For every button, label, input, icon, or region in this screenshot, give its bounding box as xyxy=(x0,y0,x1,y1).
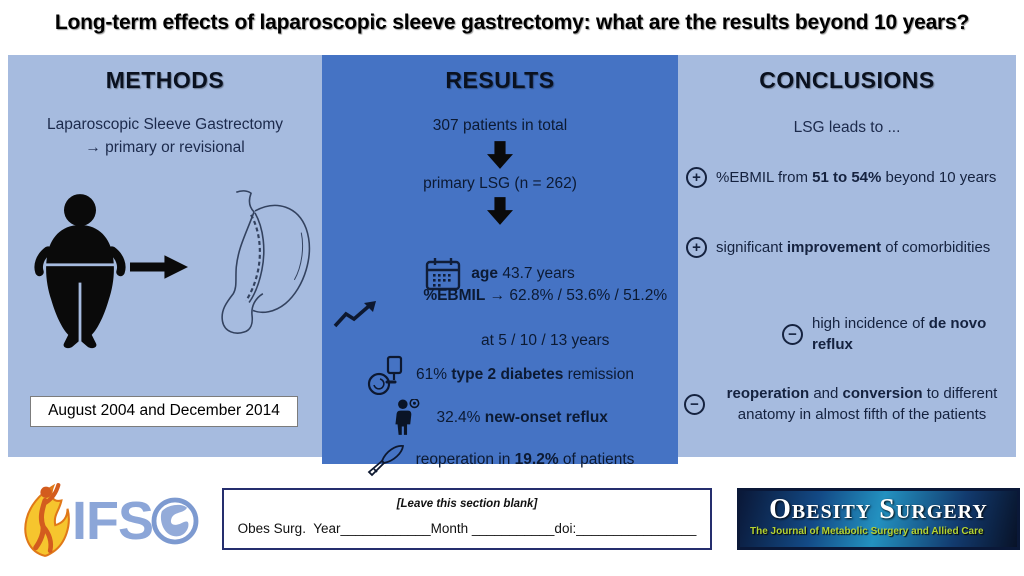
conclusion-reflux: − high incidence of de novo reflux xyxy=(782,313,1014,355)
down-arrow-icon xyxy=(322,197,678,225)
glucometer-icon xyxy=(366,319,406,431)
diabetes-row: 61% type 2 diabetes remission xyxy=(322,319,678,431)
methods-heading: METHODS xyxy=(105,67,225,93)
blank-section-note: [Leave this section blank] xyxy=(396,498,538,510)
conclusions-column: CONCLUSIONS LSG leads to ... + %EBMIL fr… xyxy=(678,55,1016,457)
sleeve-gastrectomy-diagram xyxy=(190,185,318,357)
citation-box: [Leave this section blank] Obes Surg. Ye… xyxy=(222,488,712,550)
conclusion-ebmil-text: %EBMIL from 51 to 54% beyond 10 years xyxy=(716,169,997,186)
globe-o-icon xyxy=(151,497,199,545)
diabetes-text: 61% type 2 diabetes remission xyxy=(416,366,634,383)
methods-subtitle: Laparoscopic Sleeve Gastrectomy → primar… xyxy=(8,113,322,160)
ebmil-row: %EBMIL → 62.8% / 53.6% / 51.2% at 5 / 10… xyxy=(322,263,678,375)
journal-title: Obesity Surgery xyxy=(769,494,988,525)
obese-person-icon xyxy=(32,193,128,353)
results-heading: RESULTS xyxy=(445,67,555,93)
conclusion-reflux-text: high incidence of de novo reflux xyxy=(812,315,991,353)
citation-line: Obes Surg. Year____________Month _______… xyxy=(237,521,697,536)
conclusion-reoperation-text: reoperation and conversion to different … xyxy=(726,385,1002,423)
right-arrow-icon xyxy=(130,253,188,281)
methods-line1: Laparoscopic Sleeve Gastrectomy xyxy=(46,116,284,133)
methods-line2: → primary or revisional xyxy=(85,139,245,157)
down-arrow-icon xyxy=(322,141,678,169)
ebmil-text: %EBMIL → 62.8% / 53.6% / 51.2% at 5 / 10… xyxy=(423,287,668,350)
conclusion-comorbidities: + significant improvement of comorbiditi… xyxy=(686,237,1014,258)
ifso-figure-icon xyxy=(12,480,78,562)
scalpel-icon xyxy=(366,407,406,513)
plus-circle-icon: + xyxy=(686,167,707,188)
ifso-logo: IFS xyxy=(12,478,199,564)
reoperation-row: reoperation in 19.2% of patients xyxy=(322,407,678,513)
minus-circle-icon: − xyxy=(782,323,803,345)
poster-title: Long-term effects of laparoscopic sleeve… xyxy=(54,11,970,34)
obesity-surgery-logo: Obesity Surgery The Journal of Metabolic… xyxy=(737,488,1020,550)
study-period-box: August 2004 and December 2014 xyxy=(30,396,298,427)
methods-column: METHODS Laparoscopic Sleeve Gastrectomy … xyxy=(8,55,322,457)
journal-subtitle: The Journal of Metabolic Surgery and All… xyxy=(750,526,984,538)
reoperation-text: reoperation in 19.2% of patients xyxy=(415,451,635,468)
plus-circle-icon: + xyxy=(686,237,707,258)
calendar-icon xyxy=(425,221,461,327)
reflux-text: 32.4% new-onset reflux xyxy=(436,409,608,426)
conclusions-intro: LSG leads to ... xyxy=(793,119,901,136)
person-reflux-icon xyxy=(392,363,426,473)
primary-lsg: primary LSG (n = 262) xyxy=(423,175,577,192)
patients-total: 307 patients in total xyxy=(432,117,568,134)
trend-up-icon xyxy=(333,263,379,367)
ifso-acronym: IFS xyxy=(72,491,154,551)
age-text: age 43.7 years xyxy=(471,265,575,282)
conclusion-reoperation: − reoperation and conversion to differen… xyxy=(684,383,1010,425)
results-column: RESULTS 307 patients in total primary LS… xyxy=(322,55,678,477)
reflux-row: 32.4% new-onset reflux xyxy=(322,363,678,473)
conclusion-ebmil: + %EBMIL from 51 to 54% beyond 10 years xyxy=(686,167,1014,188)
conclusion-comorbidities-text: significant improvement of comorbidities xyxy=(716,239,991,256)
conclusions-heading: CONCLUSIONS xyxy=(759,67,935,93)
age-row: age 43.7 years xyxy=(322,221,678,327)
minus-circle-icon: − xyxy=(684,393,705,415)
